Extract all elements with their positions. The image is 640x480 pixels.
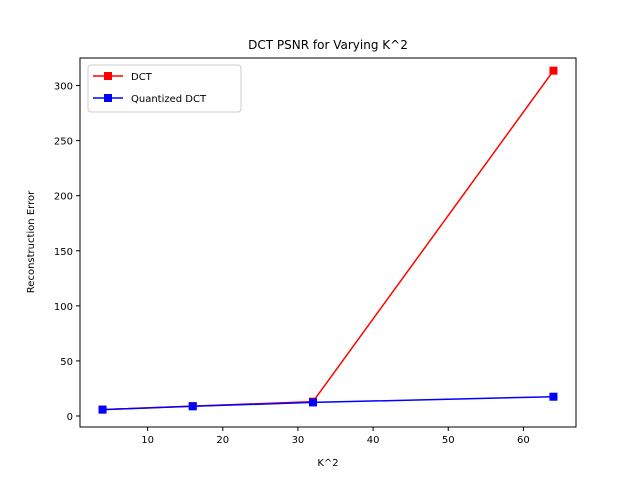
x-tick-label: 30 bbox=[292, 435, 305, 446]
data-point-quantized-dct bbox=[188, 402, 197, 411]
y-tick-label: 100 bbox=[54, 302, 73, 313]
x-tick-label: 40 bbox=[367, 435, 380, 446]
x-axis: 10 20 30 40 50 60 bbox=[141, 427, 530, 446]
x-tick-label: 50 bbox=[442, 435, 455, 446]
y-axis-label: Reconstruction Error bbox=[26, 190, 37, 293]
x-tick-label: 20 bbox=[216, 435, 229, 446]
legend-label-quantized-dct: Quantized DCT bbox=[131, 94, 207, 105]
x-tick-label: 10 bbox=[141, 435, 154, 446]
legend-marker-quantized-dct bbox=[104, 94, 112, 102]
data-point-quantized-dct bbox=[549, 392, 558, 401]
legend-label-dct: DCT bbox=[131, 72, 153, 83]
y-tick-label: 50 bbox=[60, 357, 73, 368]
plot-frame bbox=[79, 57, 577, 428]
y-axis: 0 50 100 150 200 250 300 bbox=[54, 82, 80, 423]
legend-marker-dct bbox=[104, 72, 112, 80]
series-quantized-dct bbox=[98, 392, 558, 414]
x-axis-label: K^2 bbox=[317, 458, 338, 469]
y-tick-label: 300 bbox=[54, 82, 73, 93]
x-tick-label: 60 bbox=[517, 435, 530, 446]
series-layer bbox=[98, 66, 558, 414]
y-tick-label: 150 bbox=[54, 247, 73, 258]
y-tick-label: 250 bbox=[54, 137, 73, 148]
y-tick-label: 0 bbox=[67, 412, 73, 423]
series-line-quantized-dct bbox=[102, 395, 554, 411]
legend-box bbox=[87, 64, 242, 113]
legend: DCT Quantized DCT bbox=[87, 64, 242, 113]
data-point-dct bbox=[549, 66, 558, 75]
chart-title: DCT PSNR for Varying K^2 bbox=[248, 38, 408, 52]
data-point-quantized-dct bbox=[308, 398, 317, 407]
y-tick-label: 200 bbox=[54, 192, 73, 203]
data-point-quantized-dct bbox=[98, 405, 107, 414]
